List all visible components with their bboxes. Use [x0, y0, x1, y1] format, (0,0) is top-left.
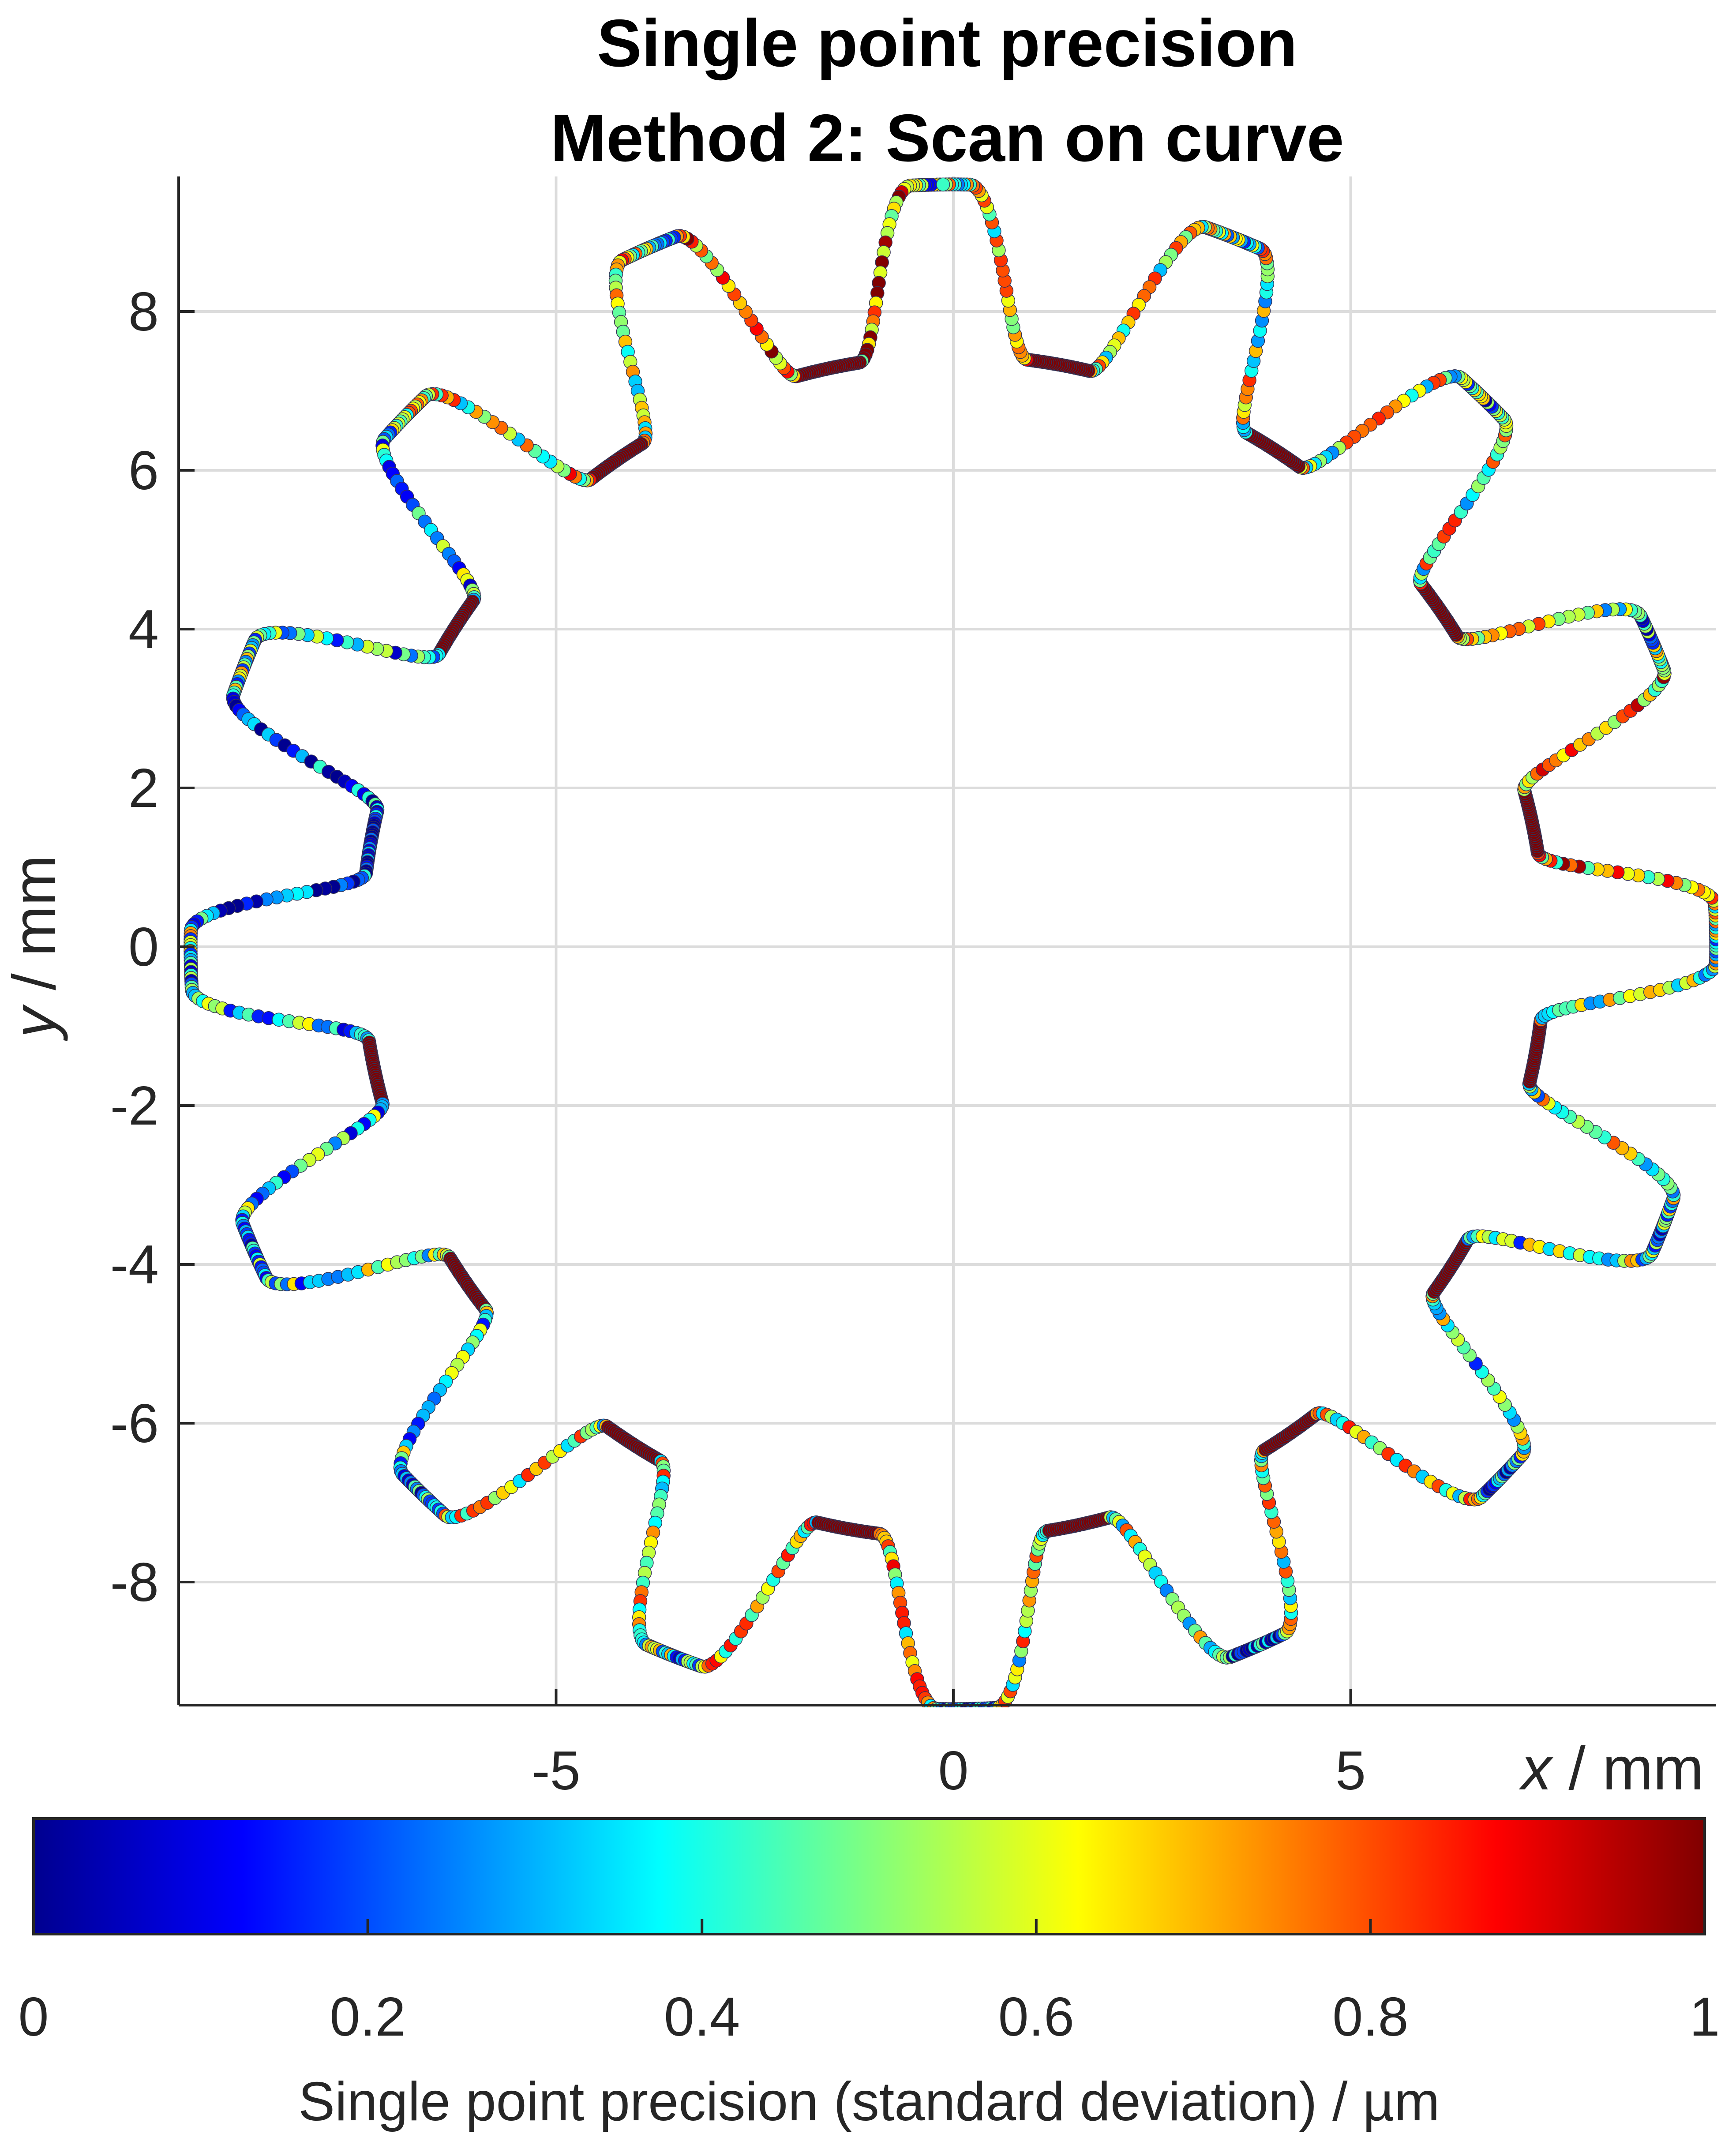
colorbar-tick-label: 0.4	[664, 1987, 740, 2048]
chart-title-line-1: Single point precision	[597, 6, 1297, 81]
colorbar-tick-label: 0.8	[1332, 1987, 1408, 2048]
colorbar-label: Single point precision (standard deviati…	[298, 2071, 1440, 2132]
tick-labels: -5 0 5 -8 -6 -4 -2 0 2 4 6 8	[110, 281, 1366, 1801]
colorbar-ticks: 0 0.2 0.4 0.6 0.8 1	[19, 1919, 1720, 2048]
x-tick-label: 0	[938, 1740, 969, 1801]
y-tick-label: 6	[128, 440, 159, 501]
y-tick-label: -2	[110, 1076, 159, 1136]
y-axis-unit: / mm	[0, 855, 68, 1007]
y-tick-label: 0	[128, 917, 159, 978]
x-axis-label: x / mm	[1519, 1735, 1704, 1803]
data-points	[184, 177, 1718, 1707]
chart-title-line-2: Method 2: Scan on curve	[551, 101, 1344, 176]
x-axis-unit: / mm	[1552, 1735, 1704, 1803]
y-axis-variable: y	[0, 1004, 68, 1041]
colorbar-tick-label: 0.2	[330, 1987, 405, 2048]
y-tick-label: 8	[128, 281, 159, 342]
y-tick-label: -8	[110, 1552, 159, 1613]
x-tick-label: 5	[1335, 1740, 1366, 1801]
colorbar-tick-label: 0	[19, 1987, 49, 2048]
axes	[177, 176, 1716, 1706]
y-tick-label: -4	[110, 1234, 159, 1295]
y-tick-label: -6	[110, 1393, 159, 1454]
y-tick-label: 4	[128, 599, 159, 660]
y-axis-label: y / mm	[0, 855, 68, 1041]
x-axis-variable: x	[1519, 1735, 1554, 1803]
colorbar-tick-label: 0.6	[998, 1987, 1074, 2048]
x-tick-label: -5	[532, 1740, 580, 1801]
colorbar	[32, 1817, 1706, 1935]
colorbar-tick-label: 1	[1690, 1987, 1720, 2048]
y-tick-label: 2	[128, 758, 159, 819]
data-point	[936, 177, 950, 191]
